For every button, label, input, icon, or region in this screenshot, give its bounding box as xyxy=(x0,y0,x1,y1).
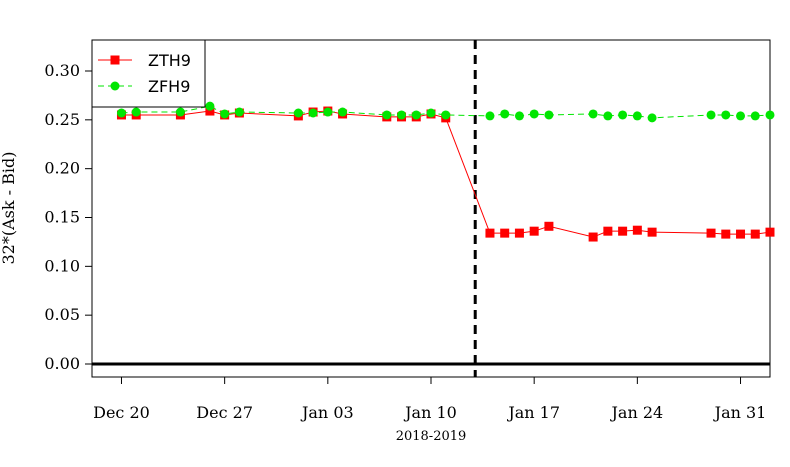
legend-box xyxy=(91,39,206,108)
data-point xyxy=(514,228,524,238)
series-zfh9 xyxy=(116,101,775,123)
data-point xyxy=(647,113,657,123)
data-point xyxy=(397,110,407,120)
data-point xyxy=(323,107,333,117)
y-tick-label: 0.25 xyxy=(44,110,80,129)
data-point xyxy=(765,227,775,237)
data-point xyxy=(116,108,126,118)
data-point xyxy=(529,226,539,236)
data-point xyxy=(603,111,613,121)
data-point xyxy=(205,101,215,111)
data-point xyxy=(721,110,731,120)
data-point xyxy=(175,107,185,117)
data-point xyxy=(647,227,657,237)
data-point xyxy=(234,107,244,117)
reference-lines xyxy=(92,40,770,377)
data-point xyxy=(706,228,716,238)
x-axis-title: 2018-2019 xyxy=(396,429,467,444)
data-point xyxy=(426,108,436,118)
data-point xyxy=(500,109,510,119)
x-tick-label: Jan 17 xyxy=(506,403,560,422)
data-point xyxy=(131,107,141,117)
data-point xyxy=(750,229,760,239)
data-point xyxy=(736,111,746,121)
data-point xyxy=(308,108,318,118)
data-point xyxy=(338,107,348,117)
data-point xyxy=(588,232,598,242)
legend: ZTH9 ZFH9 xyxy=(91,39,206,108)
y-tick-label: 0.00 xyxy=(44,354,80,373)
data-point xyxy=(293,108,303,118)
y-axis: 0.00 0.05 0.10 0.15 0.20 0.25 0.30 xyxy=(44,61,92,373)
data-point xyxy=(500,228,510,238)
data-point xyxy=(588,109,598,119)
data-point xyxy=(529,109,539,119)
data-point xyxy=(441,110,451,120)
data-point xyxy=(544,110,554,120)
x-tick-label: Jan 24 xyxy=(609,403,663,422)
data-point xyxy=(706,110,716,120)
y-tick-label: 0.05 xyxy=(44,305,80,324)
data-point xyxy=(485,111,495,121)
data-point xyxy=(750,111,760,121)
data-point xyxy=(411,110,421,120)
data-point xyxy=(382,110,392,120)
x-tick-label: Jan 10 xyxy=(403,403,457,422)
y-tick-label: 0.15 xyxy=(44,208,80,227)
data-point xyxy=(632,225,642,235)
data-point xyxy=(485,228,495,238)
data-point xyxy=(618,110,628,120)
x-tick-label: Dec 27 xyxy=(196,403,253,422)
data-point xyxy=(765,110,775,120)
series-line xyxy=(121,110,771,238)
legend-label: ZTH9 xyxy=(148,51,191,70)
y-tick-label: 0.30 xyxy=(44,61,80,80)
data-point xyxy=(205,106,215,116)
x-axis: Dec 20 Dec 27 Jan 03 Jan 10 Jan 17 Jan 24 Jan … xyxy=(93,376,767,422)
y-tick-label: 0.10 xyxy=(44,256,80,275)
legend-marker xyxy=(110,81,120,91)
x-tick-label: Jan 03 xyxy=(300,403,354,422)
y-axis-title: 32*(Ask - Bid) xyxy=(0,152,18,265)
data-point xyxy=(618,226,628,236)
legend-marker xyxy=(110,55,120,65)
data-point xyxy=(544,221,554,231)
series-zth9 xyxy=(116,106,775,242)
series-line xyxy=(121,105,771,119)
data-point xyxy=(736,229,746,239)
series-layer xyxy=(116,101,775,242)
data-point xyxy=(721,229,731,239)
data-point xyxy=(603,226,613,236)
y-tick-label: 0.20 xyxy=(44,159,80,178)
data-point xyxy=(514,111,524,121)
data-point xyxy=(220,109,230,119)
x-tick-label: Jan 31 xyxy=(713,403,767,422)
data-point xyxy=(632,111,642,121)
x-tick-label: Dec 20 xyxy=(93,403,150,422)
legend-label: ZFH9 xyxy=(148,77,190,96)
